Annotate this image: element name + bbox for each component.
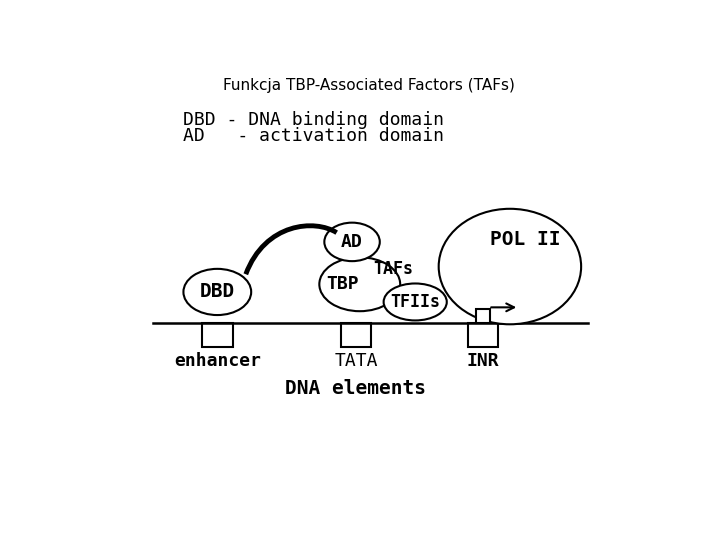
Ellipse shape: [438, 209, 581, 325]
Bar: [202, 323, 233, 347]
Text: DBD - DNA binding domain: DBD - DNA binding domain: [183, 111, 444, 129]
Ellipse shape: [184, 269, 251, 315]
Ellipse shape: [384, 284, 447, 320]
Text: AD: AD: [341, 233, 363, 251]
Ellipse shape: [324, 222, 379, 261]
Text: INR: INR: [467, 352, 499, 370]
Text: AD   - activation domain: AD - activation domain: [183, 127, 444, 145]
Text: TBP: TBP: [326, 275, 359, 293]
Text: TATA: TATA: [334, 352, 378, 370]
Text: Funkcja TBP-Associated Factors (TAFs): Funkcja TBP-Associated Factors (TAFs): [223, 78, 515, 93]
Text: DBD: DBD: [199, 282, 235, 301]
Bar: [341, 323, 372, 347]
Bar: [467, 323, 498, 347]
Text: POL II: POL II: [490, 230, 561, 249]
Text: DNA elements: DNA elements: [285, 379, 426, 397]
Bar: [476, 309, 490, 323]
Ellipse shape: [320, 257, 400, 311]
Text: enhancer: enhancer: [174, 352, 261, 370]
Text: TAFs: TAFs: [374, 260, 414, 278]
Text: TFIIs: TFIIs: [390, 293, 440, 311]
